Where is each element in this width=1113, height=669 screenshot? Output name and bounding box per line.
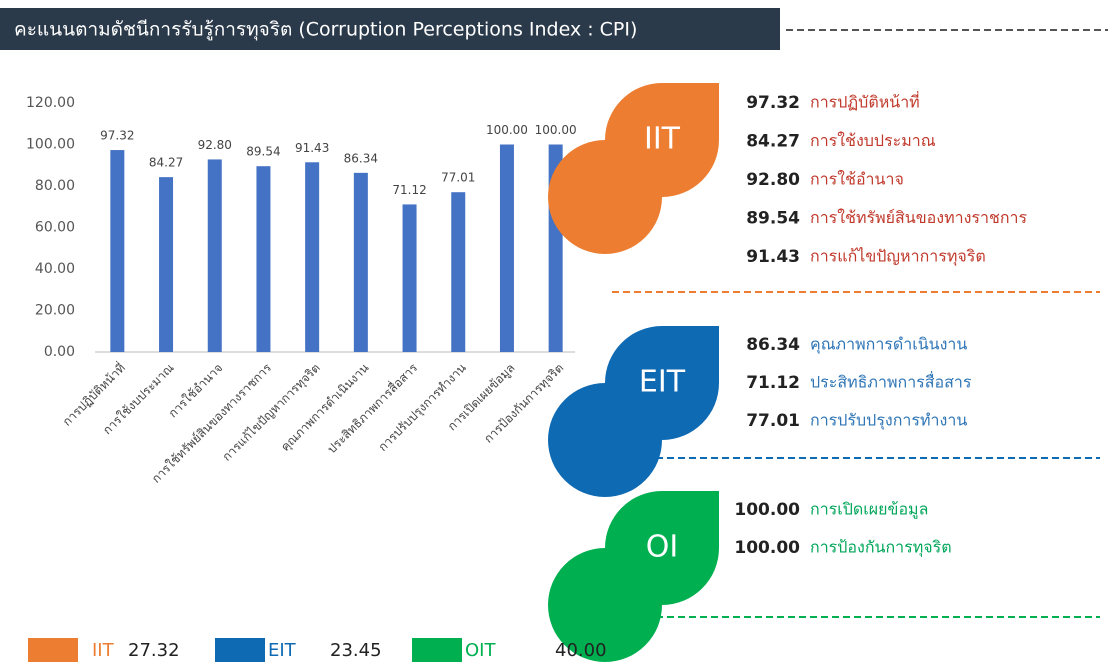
y-tick-label: 0.00 [44,344,75,360]
item-label: การปฏิบัติหน้าที่ [810,91,920,112]
chart-title: คะแนนตามดัชนีการรับรู้การทุจริต (Corrupt… [14,19,637,42]
item-score: 97.32 [746,93,800,113]
y-tick-label: 40.00 [35,261,75,277]
y-tick-label: 80.00 [35,178,75,194]
item-label: การป้องกันการทุจริต [810,538,952,558]
item-score: 92.80 [746,170,800,190]
group-name: EIT [639,365,686,400]
group-badge [548,83,719,254]
value-label: 91.43 [295,141,329,155]
x-tick-label: การแก้ไขปัญหาการทุจริต [220,361,324,465]
item-label: คุณภาพการดำเนินงาน [810,335,967,355]
legend-swatch [28,638,78,662]
item-label: การแก้ไขปัญหาการทุจริต [810,247,986,267]
title-bar [0,8,780,50]
legend-name: OIT [465,640,496,661]
value-label: 100.00 [486,123,528,137]
x-tick-label: การปรับปรุงการทำงาน [376,361,470,455]
item-score: 84.27 [746,132,800,152]
group-name: IIT [644,122,681,157]
legend-name: IIT [92,640,115,661]
item-score: 86.34 [746,335,800,355]
item-label: การใช้งบประมาณ [810,131,936,150]
y-tick-label: 20.00 [35,303,75,319]
bar [402,204,417,352]
item-label: การเปิดเผยข้อมูล [810,500,928,520]
value-label: 84.27 [149,156,183,170]
item-label: การปรับปรุงการทำงาน [810,411,967,431]
value-label: 77.01 [441,171,475,185]
group-name: OI [646,530,678,565]
value-label: 97.32 [100,129,134,143]
item-score: 77.01 [746,411,800,431]
bar [499,144,514,352]
legend-name: EIT [268,640,297,661]
x-tick-label: คุณภาพการดำเนินงาน [278,361,372,455]
group-badge [548,326,719,497]
y-tick-label: 120.00 [26,95,75,111]
bar [207,159,222,352]
legend-score: 40.00 [555,640,607,661]
legend-swatch [412,638,462,662]
bar [353,172,368,352]
item-label: ประสิทธิภาพการสื่อสาร [810,371,972,392]
y-tick-label: 60.00 [35,220,75,236]
value-label: 86.34 [344,151,378,165]
legend-score: 27.32 [128,640,180,661]
x-tick-label: ประสิทธิภาพการสื่อสาร [323,359,420,456]
item-score: 100.00 [734,538,800,558]
value-label: 71.12 [392,183,426,197]
group-badge [548,491,719,662]
item-score: 89.54 [746,209,800,229]
item-score: 100.00 [734,500,800,520]
bar [451,192,466,352]
bar [159,177,174,352]
value-label: 100.00 [535,123,577,137]
bar [110,150,125,352]
item-label: การใช้ทรัพย์สินของทางราชการ [810,208,1028,227]
bar [305,162,320,352]
item-score: 71.12 [746,373,800,393]
item-score: 91.43 [746,247,800,267]
value-label: 89.54 [246,145,280,159]
item-label: การใช้อำนาจ [810,170,904,189]
y-tick-label: 100.00 [26,137,75,153]
bar [256,166,271,352]
value-label: 92.80 [198,138,232,152]
legend-score: 23.45 [330,640,382,661]
legend-swatch [215,638,265,662]
